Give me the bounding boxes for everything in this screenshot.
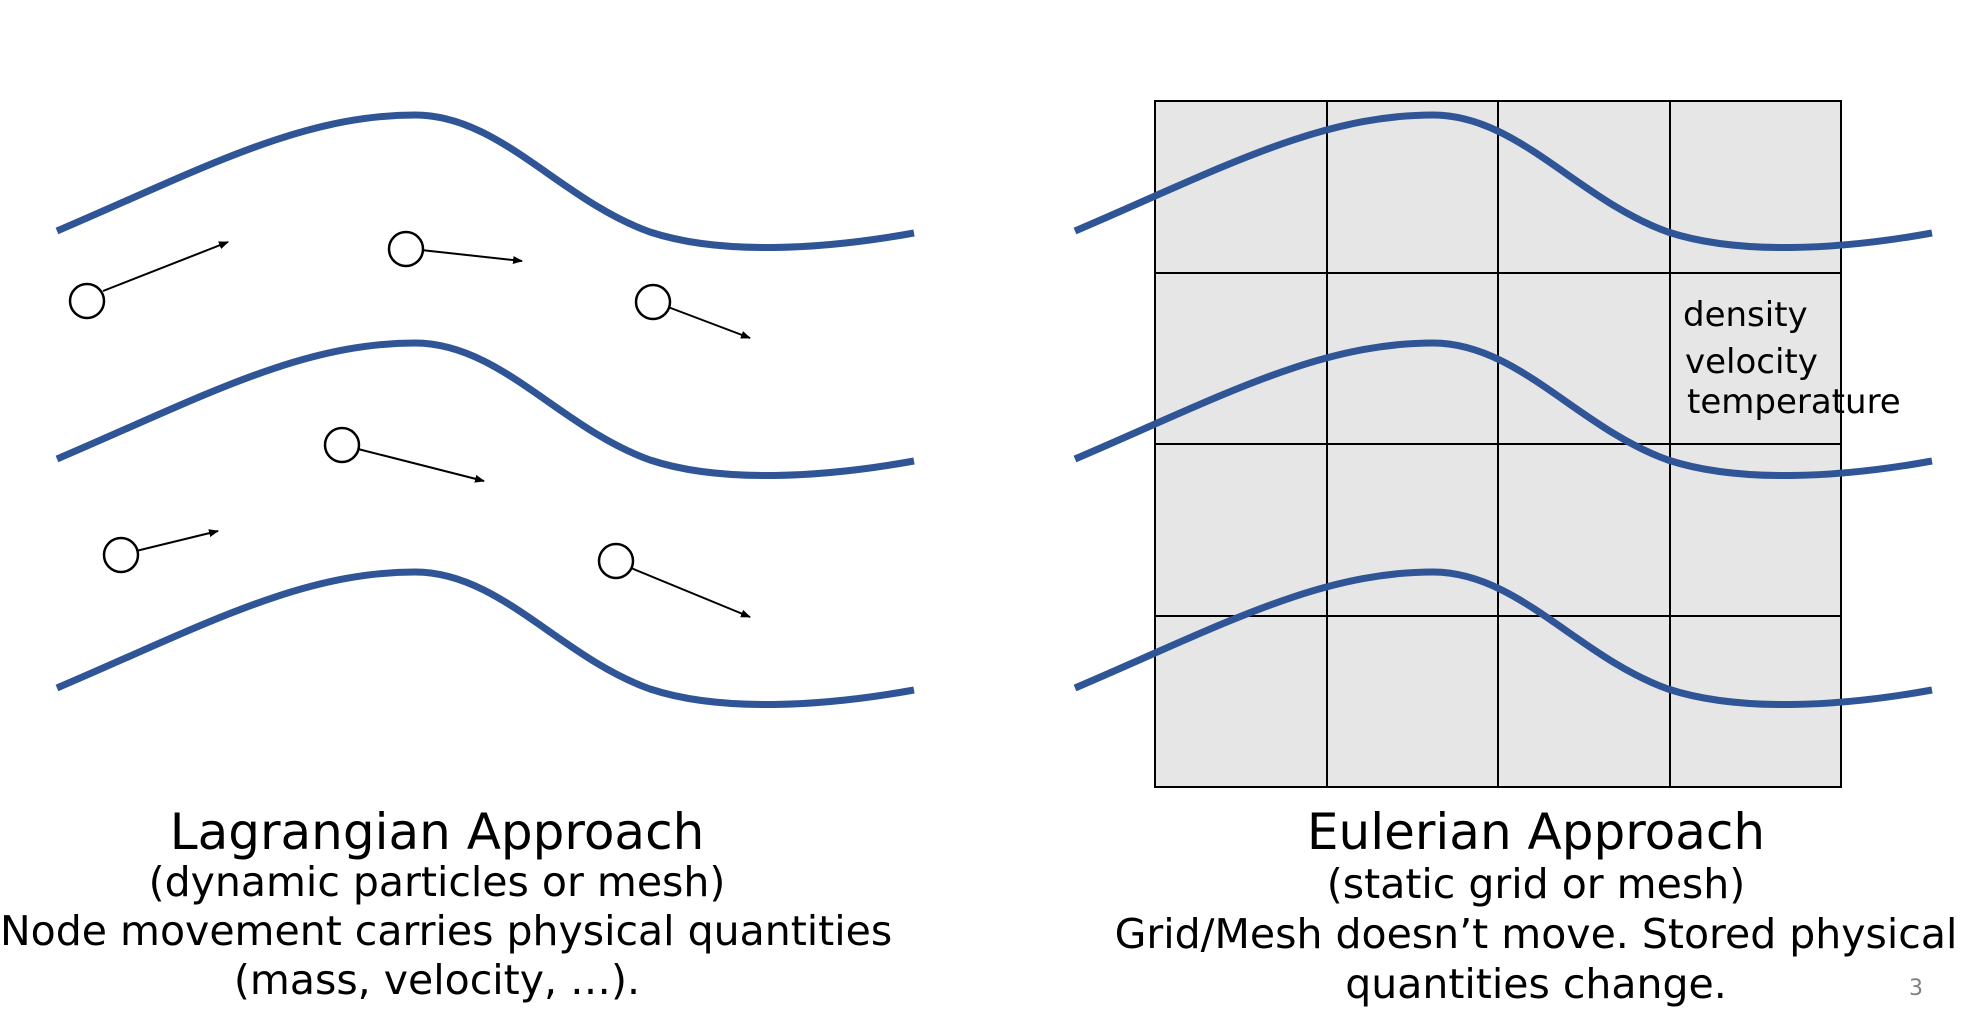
lagrangian-particles [68, 230, 751, 618]
eulerian-title: Eulerian Approach [1306, 803, 1766, 861]
lagrangian-streamlines [55, 111, 915, 709]
streamline [55, 568, 915, 709]
cell-label-density: density [1683, 295, 1808, 335]
page-number: 3 [1909, 976, 1923, 1001]
eulerian-streamlines [1073, 111, 1933, 709]
particle [102, 529, 219, 574]
lagrangian-subtitle: (dynamic particles or mesh) [148, 858, 726, 906]
lagrangian-description-line2: (mass, velocity, …). [233, 956, 641, 1004]
particle [387, 230, 523, 268]
eulerian-grid [1154, 100, 1842, 788]
eulerian-subtitle: (static grid or mesh) [1326, 860, 1746, 908]
streamline [1073, 339, 1933, 480]
eulerian-description-line1: Grid/Mesh doesn’t move. Stored physical [1114, 910, 1958, 958]
streamline [55, 111, 915, 252]
streamline [1073, 111, 1933, 252]
lagrangian-description-line1: Node movement carries physical quantitie… [0, 907, 893, 955]
particle [68, 241, 229, 320]
eulerian-description-line2: quantities change. [1345, 960, 1727, 1008]
streamline [55, 339, 915, 480]
particle [634, 283, 751, 339]
cell-label-temperature: temperature [1687, 382, 1901, 422]
particle [597, 542, 751, 618]
particle [323, 426, 485, 483]
streamline [1073, 568, 1933, 709]
lagrangian-title: Lagrangian Approach [169, 803, 705, 861]
cell-label-velocity: velocity [1685, 342, 1818, 382]
